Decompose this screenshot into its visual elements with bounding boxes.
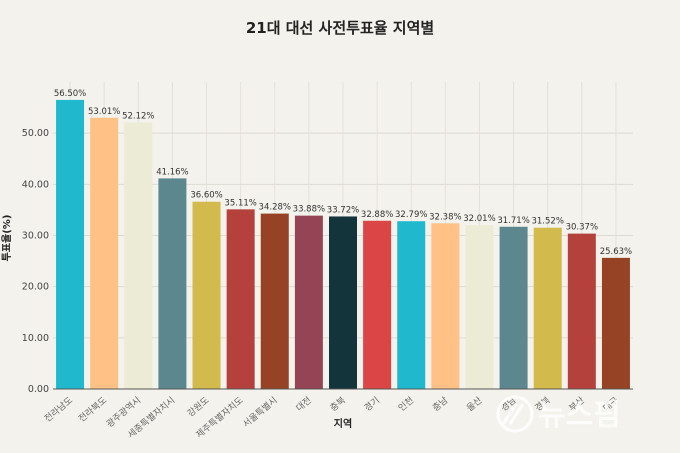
bar: [363, 220, 392, 389]
data-label: 32.38%: [429, 212, 461, 222]
chart-title: 21대 대선 사전투표율 지역별: [246, 19, 434, 37]
y-tick-label: 30.00: [22, 231, 49, 242]
data-label: 35.11%: [224, 198, 256, 208]
y-tick-label: 40.00: [22, 179, 49, 190]
data-label: 53.01%: [88, 107, 120, 117]
y-tick-label: 10.00: [22, 333, 49, 344]
watermark: 뉴스핌: [496, 395, 621, 433]
data-label: 30.37%: [566, 223, 598, 233]
y-tick-label: 0.00: [28, 384, 49, 395]
x-tick-label: 대전: [294, 395, 314, 414]
x-tick-label: 서울특별시: [241, 395, 280, 430]
bar: [465, 225, 494, 389]
bar: [90, 117, 119, 389]
y-axis-ticks: 0.00 10.00 20.00 30.00 40.00 50.00: [22, 128, 49, 395]
data-label: 32.79%: [395, 210, 427, 220]
y-tick-label: 20.00: [22, 282, 49, 293]
bar: [124, 122, 153, 389]
data-label: 41.16%: [156, 167, 188, 177]
data-label: 31.52%: [531, 217, 563, 227]
bar: [533, 227, 562, 389]
data-label: 32.88%: [361, 210, 393, 220]
data-label: 25.63%: [600, 247, 632, 257]
x-tick-label: 강원도: [185, 395, 211, 419]
data-labels: 56.50%53.01% 52.12% 41.16% 36.60%35.11% 34.2…: [54, 89, 632, 257]
x-axis-title: 지역: [334, 417, 352, 430]
bar: [329, 216, 357, 389]
bar: [397, 221, 426, 389]
data-label: 33.72%: [327, 205, 359, 215]
data-label: 52.12%: [122, 111, 154, 121]
y-axis-title: 투표율(%): [1, 215, 13, 262]
y-tick-label: 50.00: [22, 128, 49, 139]
bar: [294, 215, 323, 389]
x-tick-label: 전라북도: [77, 395, 109, 425]
x-tick-label: 충북: [328, 395, 348, 414]
bar: [56, 99, 85, 390]
bars: [56, 99, 630, 390]
bar: [226, 209, 255, 389]
watermark-text: 뉴스핌: [538, 398, 621, 433]
data-label: 34.28%: [259, 203, 291, 213]
bar: [158, 178, 187, 389]
x-tick-label: 울산: [465, 395, 485, 414]
x-tick-label: 전라남도: [43, 395, 75, 425]
x-tick-label: 인천: [396, 395, 416, 414]
bar: [260, 213, 289, 389]
x-tick-label: 충남: [431, 395, 451, 414]
data-label: 36.60%: [190, 191, 222, 201]
watermark-logo-stripes-icon: [501, 403, 525, 425]
data-label: 32.01%: [463, 214, 495, 224]
bar: [192, 201, 221, 389]
data-label: 31.71%: [497, 216, 529, 226]
data-label: 56.50%: [54, 89, 86, 99]
bar: [567, 233, 596, 389]
bar: [431, 223, 460, 389]
data-label: 33.88%: [293, 205, 325, 215]
bar: [601, 257, 630, 389]
bar: [499, 226, 528, 389]
x-tick-label: 경기: [362, 394, 382, 414]
watermark-logo-icon: [496, 395, 534, 433]
